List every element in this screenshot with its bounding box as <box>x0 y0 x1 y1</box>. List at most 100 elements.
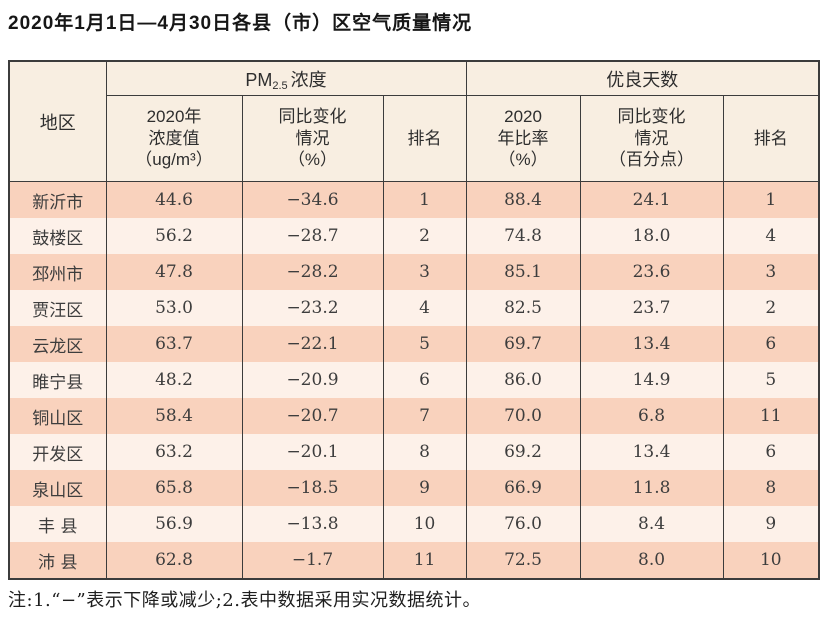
region-cell: 云龙区 <box>8 326 107 362</box>
pm25-change-cell: −1.7 <box>241 542 384 579</box>
region-cell: 新沂市 <box>8 181 107 218</box>
table-body: 新沂市 44.6 −34.6 1 88.4 24.1 1 鼓楼区 56.2 −28.7 2 74.8 1… <box>8 181 820 579</box>
pm25-rank-cell: 4 <box>382 290 467 326</box>
good-rate-cell: 82.5 <box>465 290 581 326</box>
good-change-cell: 8.4 <box>579 506 724 542</box>
good-rank-cell: 4 <box>722 218 820 254</box>
header-sub-row: 2020年 浓度值 （ug/m³） 同比变化 情况 （%） 排名 2020 年比… <box>9 95 820 182</box>
pm25-value-cell: 65.8 <box>105 470 243 506</box>
good-rank-cell: 3 <box>722 254 820 290</box>
table-row: 开发区 63.2 −20.1 8 69.2 13.4 6 <box>8 434 820 470</box>
good-rank-cell: 6 <box>722 326 820 362</box>
good-rate-cell: 86.0 <box>465 362 581 398</box>
good-rate-cell: 69.7 <box>465 326 581 362</box>
pm25-value-cell: 63.7 <box>105 326 243 362</box>
good-change-cell: 14.9 <box>579 362 724 398</box>
pm25-rank-cell: 2 <box>382 218 467 254</box>
table-row: 云龙区 63.7 −22.1 5 69.7 13.4 6 <box>8 326 820 362</box>
good-change-cell: 11.8 <box>579 470 724 506</box>
table-row: 鼓楼区 56.2 −28.7 2 74.8 18.0 4 <box>8 218 820 254</box>
pm25-value-cell: 53.0 <box>105 290 243 326</box>
col-header-region: 地区 <box>8 60 107 182</box>
pm25-change-cell: −23.2 <box>241 290 384 326</box>
table-row: 铜山区 58.4 −20.7 7 70.0 6.8 11 <box>8 398 820 434</box>
good-rank-cell: 8 <box>722 470 820 506</box>
pm25-value-cell: 44.6 <box>105 181 243 218</box>
col-header-pm25-rank: 排名 <box>382 95 467 182</box>
good-change-cell: 8.0 <box>579 542 724 579</box>
good-rate-cell: 76.0 <box>465 506 581 542</box>
region-cell: 邳州市 <box>8 254 107 290</box>
region-cell: 泉山区 <box>8 470 107 506</box>
col-header-good-change: 同比变化 情况 （百分点） <box>579 95 724 182</box>
region-cell: 沛 县 <box>8 542 107 579</box>
pm25-change-cell: −28.2 <box>241 254 384 290</box>
table-row: 新沂市 44.6 −34.6 1 88.4 24.1 1 <box>8 181 820 218</box>
good-change-cell: 13.4 <box>579 434 724 470</box>
table-row: 沛 县 62.8 −1.7 11 72.5 8.0 10 <box>8 542 820 579</box>
pm25-value-cell: 58.4 <box>105 398 243 434</box>
good-rate-cell: 69.2 <box>465 434 581 470</box>
good-rate-cell: 88.4 <box>465 181 581 218</box>
good-change-cell: 24.1 <box>579 181 724 218</box>
col-header-good-rank: 排名 <box>722 95 820 182</box>
good-rank-cell: 5 <box>722 362 820 398</box>
good-rank-cell: 6 <box>722 434 820 470</box>
pm25-value-cell: 47.8 <box>105 254 243 290</box>
col-header-good-rate: 2020 年比率 （%） <box>465 95 581 182</box>
col-group-pm25: PM2.5 浓度 <box>105 60 467 96</box>
pm25-value-cell: 48.2 <box>105 362 243 398</box>
pm25-rank-cell: 6 <box>382 362 467 398</box>
table-row: 睢宁县 48.2 −20.9 6 86.0 14.9 5 <box>8 362 820 398</box>
region-cell: 丰 县 <box>8 506 107 542</box>
col-header-pm25-change: 同比变化 情况 （%） <box>241 95 384 182</box>
good-rank-cell: 9 <box>722 506 820 542</box>
region-cell: 睢宁县 <box>8 362 107 398</box>
good-rank-cell: 10 <box>722 542 820 579</box>
footnote: 注:1.“−”表示下降或减少;2.表中数据采用实况数据统计。 <box>8 590 481 611</box>
pm25-rank-cell: 5 <box>382 326 467 362</box>
pm25-change-cell: −13.8 <box>241 506 384 542</box>
pm25-label-subscript: 2.5 <box>272 79 288 92</box>
good-change-cell: 13.4 <box>579 326 724 362</box>
pm25-rank-cell: 3 <box>382 254 467 290</box>
region-cell: 开发区 <box>8 434 107 470</box>
pm25-rank-cell: 7 <box>382 398 467 434</box>
pm25-change-cell: −28.7 <box>241 218 384 254</box>
good-rank-cell: 2 <box>722 290 820 326</box>
pm25-value-cell: 63.2 <box>105 434 243 470</box>
good-rate-cell: 85.1 <box>465 254 581 290</box>
good-rate-cell: 70.0 <box>465 398 581 434</box>
good-change-cell: 18.0 <box>579 218 724 254</box>
pm25-rank-cell: 9 <box>382 470 467 506</box>
pm25-change-cell: −34.6 <box>241 181 384 218</box>
col-header-pm25-value: 2020年 浓度值 （ug/m³） <box>105 95 243 182</box>
good-rate-cell: 72.5 <box>465 542 581 579</box>
pm25-value-cell: 62.8 <box>105 542 243 579</box>
region-cell: 贾汪区 <box>8 290 107 326</box>
pm25-value-cell: 56.9 <box>105 506 243 542</box>
pm25-label-prefix: PM <box>245 69 273 90</box>
table-row: 邳州市 47.8 −28.2 3 85.1 23.6 3 <box>8 254 820 290</box>
good-change-cell: 6.8 <box>579 398 724 434</box>
pm25-rank-cell: 1 <box>382 181 467 218</box>
pm25-rank-cell: 8 <box>382 434 467 470</box>
air-quality-table: 地区 PM2.5 浓度 优良天数 2020年 浓度值 （ug/m³） 同比变化 情… <box>8 60 821 580</box>
col-group-good-days: 优良天数 <box>465 60 820 96</box>
region-cell: 铜山区 <box>8 398 107 434</box>
pm25-change-cell: −20.7 <box>241 398 384 434</box>
table-row: 丰 县 56.9 −13.8 10 76.0 8.4 9 <box>8 506 820 542</box>
good-rate-cell: 66.9 <box>465 470 581 506</box>
pm25-change-cell: −20.1 <box>241 434 384 470</box>
pm25-change-cell: −20.9 <box>241 362 384 398</box>
good-rank-cell: 11 <box>722 398 820 434</box>
page-title: 2020年1月1日—4月30日各县（市）区空气质量情况 <box>8 13 473 34</box>
pm25-rank-cell: 10 <box>382 506 467 542</box>
good-change-cell: 23.7 <box>579 290 724 326</box>
region-cell: 鼓楼区 <box>8 218 107 254</box>
good-change-cell: 23.6 <box>579 254 724 290</box>
pm25-change-cell: −18.5 <box>241 470 384 506</box>
pm25-value-cell: 56.2 <box>105 218 243 254</box>
table-row: 贾汪区 53.0 −23.2 4 82.5 23.7 2 <box>8 290 820 326</box>
